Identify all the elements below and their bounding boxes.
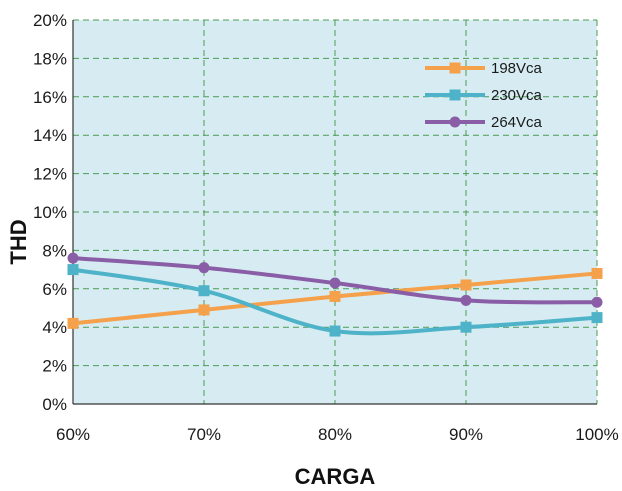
y-tick-label: 2% xyxy=(42,357,67,376)
legend-label-264vca: 264Vca xyxy=(491,114,543,131)
data-point-230vca xyxy=(329,325,341,337)
data-point-264vca xyxy=(460,294,472,306)
x-tick-label: 70% xyxy=(187,425,221,444)
data-point-198vca xyxy=(329,290,341,302)
x-tick-label: 100% xyxy=(575,425,618,444)
data-point-230vca xyxy=(460,321,472,333)
legend-marker-230vca xyxy=(449,89,461,101)
data-point-264vca xyxy=(198,262,210,274)
x-tick-label: 60% xyxy=(56,425,90,444)
y-axis-title: THD xyxy=(6,219,31,264)
data-point-230vca xyxy=(591,312,603,324)
data-point-198vca xyxy=(198,304,210,316)
y-tick-label: 0% xyxy=(42,395,67,414)
data-point-264vca xyxy=(67,252,79,264)
x-axis-title: CARGA xyxy=(295,464,376,489)
x-tick-label: 80% xyxy=(318,425,352,444)
legend-marker-198vca xyxy=(449,62,461,74)
legend-label-198vca: 198Vca xyxy=(491,60,543,77)
y-tick-label: 18% xyxy=(33,49,67,68)
data-point-198vca xyxy=(460,279,472,291)
y-tick-label: 6% xyxy=(42,280,67,299)
data-point-264vca xyxy=(329,277,341,289)
data-point-230vca xyxy=(198,285,210,297)
data-point-198vca xyxy=(591,267,603,279)
y-tick-label: 20% xyxy=(33,11,67,30)
legend-label-230vca: 230Vca xyxy=(491,87,543,104)
data-point-264vca xyxy=(591,296,603,308)
data-point-230vca xyxy=(67,264,79,276)
y-tick-label: 16% xyxy=(33,88,67,107)
x-tick-label: 90% xyxy=(449,425,483,444)
y-tick-label: 14% xyxy=(33,126,67,145)
y-tick-label: 10% xyxy=(33,203,67,222)
y-tick-label: 4% xyxy=(42,318,67,337)
y-tick-label: 12% xyxy=(33,165,67,184)
legend-marker-264vca xyxy=(449,116,461,128)
data-point-198vca xyxy=(67,317,79,329)
y-tick-label: 8% xyxy=(42,241,67,260)
